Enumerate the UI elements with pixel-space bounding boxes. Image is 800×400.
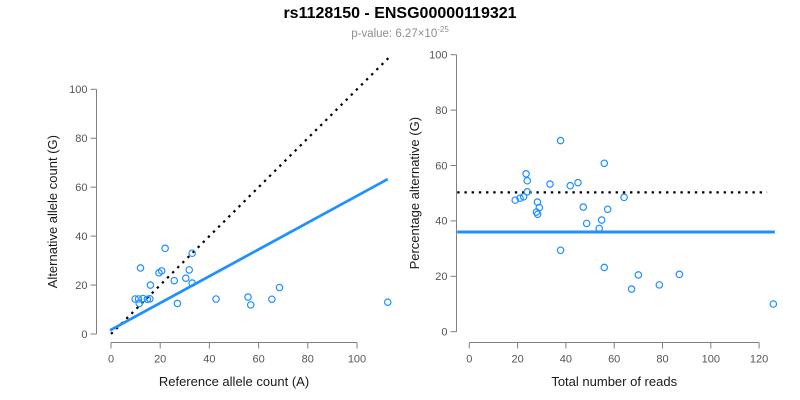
x-tick-label: 0 bbox=[466, 354, 472, 366]
y-tick-label: 40 bbox=[75, 231, 87, 243]
pvalue-label: p-value: 6.27×10 bbox=[351, 27, 438, 40]
data-point bbox=[131, 295, 139, 303]
data-point bbox=[620, 193, 628, 202]
y-tick-label: 60 bbox=[435, 160, 447, 172]
data-point bbox=[157, 267, 166, 275]
data-point bbox=[535, 203, 544, 212]
y-tick-label: 100 bbox=[429, 50, 447, 62]
data-point bbox=[523, 188, 532, 196]
y-tick-label: 60 bbox=[75, 182, 87, 194]
x-tick-label: 40 bbox=[203, 354, 215, 366]
data-point bbox=[275, 283, 284, 292]
data-point bbox=[600, 159, 609, 168]
x-tick-label: 20 bbox=[511, 354, 523, 366]
data-point bbox=[582, 219, 591, 228]
data-point bbox=[185, 266, 194, 274]
x-tick-label: 100 bbox=[702, 354, 720, 366]
x-tick-label: 60 bbox=[608, 354, 620, 366]
data-point bbox=[603, 205, 612, 214]
data-point bbox=[546, 180, 554, 188]
data-point bbox=[188, 279, 196, 287]
data-point bbox=[161, 244, 169, 253]
x-tick-label: 20 bbox=[154, 354, 166, 366]
data-point bbox=[146, 294, 154, 303]
y-axis-title: Alternative allele count (G) bbox=[45, 135, 60, 288]
panel-left: 0 20 40 60 80 100 0 20 40 60 80 100 Reference allele… bbox=[45, 55, 392, 389]
data-point bbox=[579, 203, 588, 211]
data-point bbox=[556, 136, 565, 145]
data-point bbox=[675, 270, 684, 279]
data-point bbox=[533, 210, 542, 219]
y-tick-label: 40 bbox=[435, 216, 447, 228]
x-tick-label: 60 bbox=[252, 354, 264, 366]
data-point bbox=[566, 181, 575, 190]
data-point bbox=[769, 300, 778, 308]
x-tick-label: 0 bbox=[108, 354, 114, 366]
data-point bbox=[135, 299, 144, 308]
data-point bbox=[188, 249, 196, 258]
y-tick-label: 100 bbox=[69, 84, 87, 96]
y-axis-title: Percentage alternative (G) bbox=[407, 117, 422, 269]
data-point bbox=[268, 295, 276, 304]
data-point bbox=[595, 224, 604, 233]
data-point bbox=[600, 263, 609, 272]
x-tick-label: 100 bbox=[348, 354, 366, 366]
data-point bbox=[173, 299, 182, 308]
data-point bbox=[516, 194, 524, 202]
y-tick-label: 20 bbox=[75, 280, 87, 292]
data-point bbox=[212, 295, 220, 303]
data-point bbox=[170, 276, 179, 285]
data-point bbox=[597, 216, 606, 224]
identity-line bbox=[110, 55, 391, 335]
data-point bbox=[244, 293, 252, 301]
data-point bbox=[511, 196, 519, 204]
data-point bbox=[181, 274, 190, 283]
data-point bbox=[519, 193, 528, 201]
y-tick-label: 80 bbox=[75, 133, 87, 145]
figure-subtitle: p-value: 6.27×10-25 bbox=[0, 25, 800, 40]
data-point bbox=[556, 246, 565, 255]
panel-right: 0 20 40 60 80 100 0 20 40 60 80 100 120 Total number … bbox=[407, 50, 778, 389]
x-tick-label: 120 bbox=[750, 354, 768, 366]
regression-line bbox=[109, 177, 389, 332]
data-point bbox=[246, 301, 255, 309]
y-tick-label: 0 bbox=[81, 329, 87, 341]
data-point bbox=[634, 271, 643, 279]
data-point bbox=[136, 264, 145, 272]
data-point bbox=[383, 298, 392, 306]
figure-title: rs1128150 - ENSG00000119321 bbox=[283, 5, 517, 22]
data-point bbox=[627, 285, 636, 293]
x-axis-title: Total number of reads bbox=[551, 374, 677, 389]
y-tick-label: 80 bbox=[435, 105, 447, 117]
x-tick-label: 40 bbox=[560, 354, 572, 366]
data-point bbox=[523, 176, 532, 185]
data-point bbox=[134, 295, 143, 303]
data-point bbox=[574, 178, 582, 187]
x-axis-title: Reference allele count (A) bbox=[159, 374, 309, 389]
x-tick-label: 80 bbox=[656, 354, 668, 366]
data-point bbox=[522, 170, 530, 178]
x-tick-label: 80 bbox=[302, 354, 314, 366]
pvalue-exponent: -25 bbox=[437, 25, 449, 34]
data-point bbox=[655, 281, 664, 289]
data-point bbox=[146, 281, 155, 289]
y-tick-label: 20 bbox=[435, 271, 447, 283]
y-tick-label: 0 bbox=[441, 327, 447, 339]
